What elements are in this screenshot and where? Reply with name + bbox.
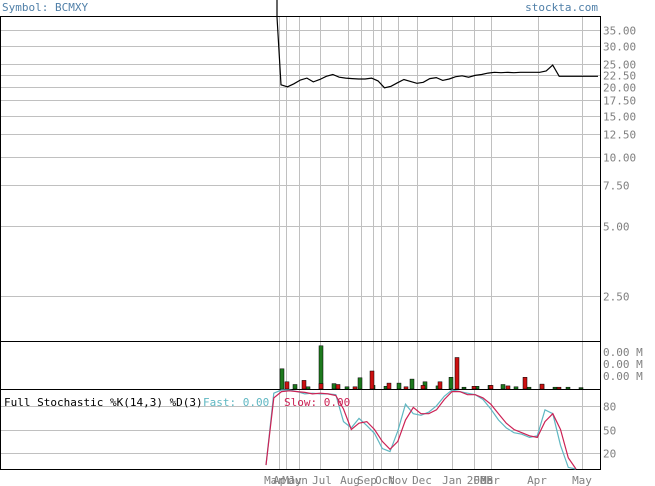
x-tick-label: Dec [412, 474, 432, 486]
stochastic-tick-label: 80 [603, 401, 616, 414]
stochastic-title: Full Stochastic %K(14,3) %D(3) [4, 396, 203, 409]
site-label: stockta.com [525, 1, 598, 14]
x-tick-label: Sep [357, 474, 377, 486]
price-line [276, 0, 598, 89]
volume-bar-up [357, 377, 363, 390]
volume-bar-up [344, 386, 350, 390]
volume-bar-down [284, 381, 290, 390]
stochastic-panel-frame [0, 389, 601, 470]
volume-bar-down [556, 386, 562, 390]
x-tick-label: May [572, 474, 592, 486]
fast-label: Fast: 0.00 [203, 396, 269, 409]
volume-bar-up [305, 386, 311, 390]
x-tick-label: Apr [527, 474, 547, 486]
price-tick-label: 2.50 [603, 291, 630, 304]
volume-bar-up [409, 378, 415, 390]
price-tick-label: 25.00 [603, 59, 636, 72]
symbol-label: Symbol: BCMXY [2, 1, 88, 14]
volume-bar-up [526, 386, 532, 390]
x-tick-label: Jun [288, 474, 308, 486]
price-tick-label: 30.00 [603, 41, 636, 54]
grid-layer [1, 17, 600, 469]
volume-bar-up [578, 387, 584, 390]
volume-bar-up [565, 386, 571, 390]
volume-tick-label: 0.00 M [603, 358, 643, 371]
stochastic-tick-label: 50 [603, 425, 616, 438]
slow-label: Slow: 0.00 [284, 396, 350, 409]
volume-bar-down [352, 386, 358, 390]
volume-bar-down [522, 377, 528, 390]
x-tick-label: Feb [473, 474, 493, 486]
volume-bar-down [539, 383, 545, 390]
x-tick-label: Jan [442, 474, 462, 486]
price-tick-label: 17.50 [603, 95, 636, 108]
volume-bar-down [420, 385, 426, 390]
volume-bar-up [318, 345, 324, 390]
volume-bar-up [513, 386, 519, 390]
x-tick-label: Aug [340, 474, 360, 486]
x-tick-label: Oct [375, 474, 395, 486]
price-layer [276, 0, 598, 89]
volume-tick-label: 0.00 M [603, 370, 643, 383]
volume-bar-up [292, 384, 298, 390]
stochastic-tick-label: 20 [603, 448, 616, 461]
volume-bar-up [396, 382, 402, 390]
volume-bar-down [505, 385, 511, 390]
volume-bar-down [335, 384, 341, 390]
volume-bar-up [461, 386, 467, 390]
volume-bar-down [454, 357, 460, 390]
volume-bar-down [437, 381, 443, 390]
stochastic-slow-line [265, 390, 577, 470]
volume-bar-up [500, 384, 506, 390]
volume-tick-label: 0.00 M [603, 346, 643, 359]
volume-bar-down [403, 386, 409, 390]
volume-bar-up [331, 383, 337, 390]
price-tick-label: 5.00 [603, 221, 630, 234]
volume-bar-down [488, 385, 494, 390]
volume-bar-up [279, 368, 285, 390]
price-tick-label: 10.00 [603, 152, 636, 165]
stochastic-layer [265, 389, 577, 470]
x-tick-label: Mar [264, 474, 284, 486]
price-tick-label: 15.00 [603, 111, 636, 124]
x-tick-label: Jul [312, 474, 332, 486]
volume-bar-down [471, 386, 477, 390]
volume-bar-down [301, 380, 307, 390]
x-tick-label: Mar [480, 474, 500, 486]
x-tick-label: Apr [273, 474, 293, 486]
x-tick-label: May [282, 474, 302, 486]
volume-bar-up [552, 386, 558, 390]
volume-layer [279, 345, 584, 390]
volume-bar-down [369, 370, 375, 390]
price-tick-label: 12.50 [603, 129, 636, 142]
volume-bar-down [386, 382, 392, 390]
x-tick-label: Nov [388, 474, 408, 486]
price-tick-label: 35.00 [603, 25, 636, 38]
x-tick-label: 2008 [467, 474, 494, 486]
price-tick-label: 7.50 [603, 180, 630, 193]
price-tick-label: 22.50 [603, 70, 636, 83]
price-tick-label: 20.00 [603, 82, 636, 95]
volume-bar-down [318, 383, 324, 390]
volume-bar-up [448, 377, 454, 390]
